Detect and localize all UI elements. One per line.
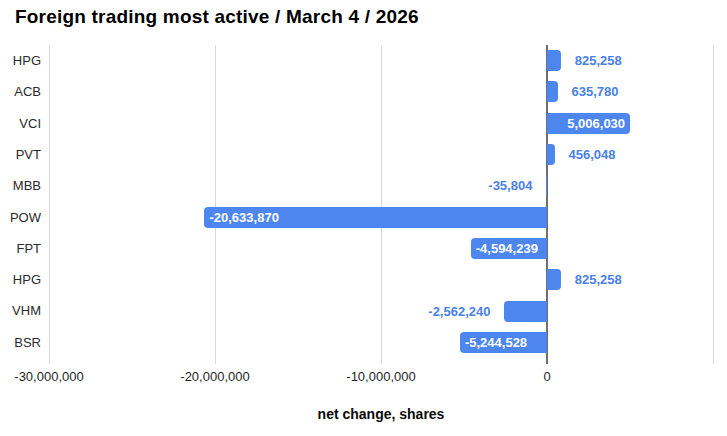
plot-area: 825,258 635,780 5,006,030 456,048 -35,804 -20…: [49, 45, 713, 358]
chart-page: Foreign trading most active / March 4 / …: [0, 0, 727, 436]
category-label-hpg-0: HPG: [0, 45, 41, 76]
category-label-pow-5: POW: [0, 202, 41, 233]
gridline: [215, 45, 216, 364]
category-label-mbb-4: MBB: [0, 170, 41, 201]
value-label-pow-5: -20,633,870: [204, 207, 547, 228]
gridline: [49, 45, 50, 364]
chart-title: Foreign trading most active / March 4 / …: [15, 6, 419, 28]
x-tick-label: -20,000,000: [155, 369, 275, 384]
value-label-hpg-0: 825,258: [575, 50, 622, 71]
bar-hpg-0: [547, 50, 561, 71]
category-label-pvt-3: PVT: [0, 139, 41, 170]
value-label-vci-2: 5,006,030: [547, 113, 630, 134]
category-label-hpg-7: HPG: [0, 264, 41, 295]
category-label-vhm-8: VHM: [0, 295, 41, 326]
bar-vhm-8: [504, 301, 547, 322]
bar-hpg-7: [547, 269, 561, 290]
value-label-pvt-3: 456,048: [569, 144, 616, 165]
x-axis-title: net change, shares: [49, 406, 713, 422]
value-label-mbb-4: -35,804: [488, 175, 532, 196]
x-tick-label: -10,000,000: [321, 369, 441, 384]
gridline: [713, 45, 714, 364]
bar-mbb-4: [546, 175, 547, 196]
bar-acb-1: [547, 81, 558, 102]
value-label-hpg-7: 825,258: [575, 269, 622, 290]
x-tick-label: -30,000,000: [0, 369, 109, 384]
value-label-fpt-6: -4,594,239: [471, 238, 547, 259]
value-label-vhm-8: -2,562,240: [428, 301, 490, 322]
category-label-bsr-9: BSR: [0, 327, 41, 358]
value-label-acb-1: 635,780: [572, 81, 619, 102]
gridline: [381, 45, 382, 364]
category-label-fpt-6: FPT: [0, 233, 41, 264]
bar-pvt-3: [547, 144, 555, 165]
category-label-acb-1: ACB: [0, 76, 41, 107]
category-label-vci-2: VCI: [0, 108, 41, 139]
value-label-bsr-9: -5,244,528: [460, 332, 547, 353]
x-tick-label: 0: [487, 369, 607, 384]
